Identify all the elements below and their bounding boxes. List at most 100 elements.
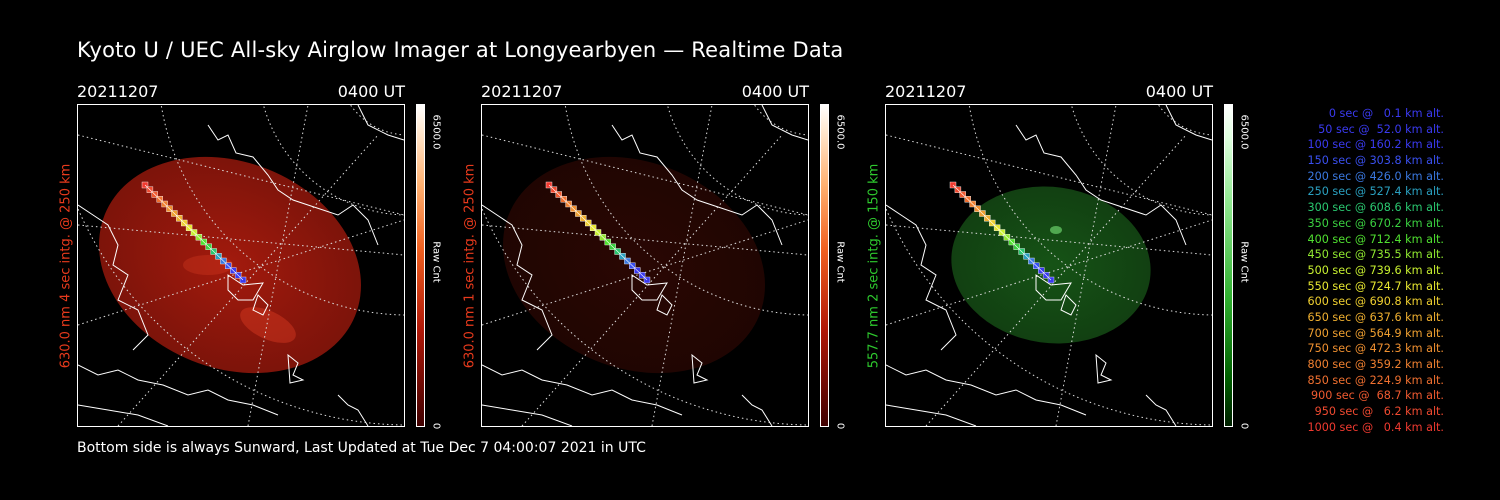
coastline xyxy=(1165,105,1212,141)
track-line xyxy=(952,184,1052,281)
longitude-line xyxy=(651,105,713,426)
island-outline xyxy=(1060,294,1077,316)
allsky-image xyxy=(77,104,405,427)
panel-1-wavelength-label: 630.0 nm 4 sec intg. @ 250 km xyxy=(56,102,76,430)
colorbar-max-label: 6500.0 xyxy=(1238,114,1250,150)
colorbar xyxy=(416,104,425,427)
longitude-line xyxy=(117,134,379,426)
airglow-patch xyxy=(1050,226,1062,234)
island-outline xyxy=(691,353,709,384)
coastline xyxy=(741,394,773,426)
island-outline xyxy=(1035,274,1072,301)
legend-row: 650 sec @ 637.6 km alt. xyxy=(1303,310,1444,324)
legend-row: 950 sec @ 6.2 km alt. xyxy=(1311,405,1444,419)
panel-3-wavelength-label: 557.7 nm 2 sec intg. @ 150 km xyxy=(864,102,884,430)
legend-row: 600 sec @ 690.8 km alt. xyxy=(1303,295,1444,309)
colorbar xyxy=(1224,104,1233,427)
legend-row: 0 sec @ 0.1 km alt. xyxy=(1318,107,1444,120)
longitude-line xyxy=(886,134,1212,216)
legend-row: 800 sec @ 359.2 km alt. xyxy=(1303,358,1444,371)
legend-row: 750 sec @ 472.3 km alt. xyxy=(1303,342,1444,356)
panel-time: 0400 UT xyxy=(337,82,405,101)
coastline xyxy=(1145,394,1177,426)
panel-time: 0400 UT xyxy=(741,82,809,101)
allsky-map xyxy=(482,105,808,426)
legend-row: 500 sec @ 739.6 km alt. xyxy=(1303,263,1444,277)
legend-row: 400 sec @ 712.4 km alt. xyxy=(1303,232,1444,246)
coastline xyxy=(886,404,977,426)
track-line xyxy=(548,184,648,281)
legend-row: 350 sec @ 670.2 km alt. xyxy=(1303,216,1444,230)
legend-row: 200 sec @ 426.0 km alt. xyxy=(1303,169,1444,183)
colorbar xyxy=(820,104,829,427)
airglow-patch xyxy=(240,307,296,343)
longitude-line xyxy=(482,134,808,216)
legend-row: 850 sec @ 224.9 km alt. xyxy=(1303,373,1444,387)
island-outline xyxy=(252,294,269,316)
coastline xyxy=(1015,124,1187,246)
coastline xyxy=(482,364,683,416)
island-outline xyxy=(631,274,668,301)
sky-image xyxy=(503,156,765,374)
colorbar-max-label: 6500.0 xyxy=(430,114,442,150)
longitude-line xyxy=(521,134,783,426)
panel-time: 0400 UT xyxy=(1145,82,1213,101)
coastline xyxy=(482,404,573,426)
coastline xyxy=(78,204,149,351)
island-outline xyxy=(287,353,305,384)
image-panel-2: 20211207 0400 UT xyxy=(481,82,809,432)
coastline xyxy=(761,105,808,141)
latitude-circle xyxy=(349,105,404,136)
legend-row: 300 sec @ 608.6 km alt. xyxy=(1303,201,1444,215)
coastline xyxy=(482,204,553,351)
island-outline xyxy=(1095,353,1113,384)
ylabel-text: 630.0 nm 1 sec intg. @ 250 km xyxy=(462,163,478,369)
track-line xyxy=(144,184,244,281)
colorbar-unit-label: Raw Cnt xyxy=(430,241,442,283)
longitude-line xyxy=(78,134,404,216)
allsky-image xyxy=(481,104,809,427)
colorbar-min-label: 0 xyxy=(1238,422,1250,430)
longitude-line xyxy=(78,224,404,256)
panel-date: 20211207 xyxy=(481,82,563,101)
coastline xyxy=(207,124,379,246)
longitude-line xyxy=(482,224,808,256)
legend-row: 700 sec @ 564.9 km alt. xyxy=(1303,326,1444,340)
legend-row: 100 sec @ 160.2 km alt. xyxy=(1303,138,1444,152)
legend-row: 450 sec @ 735.5 km alt. xyxy=(1303,248,1444,262)
longitude-line xyxy=(1055,105,1117,426)
coastline xyxy=(886,204,957,351)
coastline xyxy=(78,364,279,416)
allsky-map xyxy=(886,105,1212,426)
colorbar-max-label: 6500.0 xyxy=(834,114,846,150)
legend-row: 150 sec @ 303.8 km alt. xyxy=(1303,154,1444,168)
colorbar-unit-label: Raw Cnt xyxy=(1238,241,1250,283)
island-outline xyxy=(656,294,673,316)
image-panel-1: 20211207 0400 UT xyxy=(77,82,405,432)
allsky-image xyxy=(885,104,1213,427)
footer-status: Bottom side is always Sunward, Last Upda… xyxy=(77,440,646,456)
longitude-line xyxy=(925,134,1187,426)
colorbar-unit-label: Raw Cnt xyxy=(834,241,846,283)
coastline xyxy=(337,394,369,426)
sky-image xyxy=(951,186,1151,344)
ylabel-text: 630.0 nm 4 sec intg. @ 250 km xyxy=(58,163,74,369)
island-outline xyxy=(227,274,264,301)
coastline xyxy=(357,105,404,141)
coastline xyxy=(78,404,169,426)
panel-date: 20211207 xyxy=(77,82,159,101)
legend-row: 550 sec @ 724.7 km alt. xyxy=(1303,279,1444,293)
image-panel-3: 20211207 0400 UT xyxy=(885,82,1213,432)
page-title: Kyoto U / UEC All-sky Airglow Imager at … xyxy=(77,38,844,62)
longitude-line xyxy=(886,224,1212,256)
latitude-circle xyxy=(753,105,808,136)
panel-date: 20211207 xyxy=(885,82,967,101)
allsky-map xyxy=(78,105,404,426)
coastline xyxy=(611,124,783,246)
ylabel-text: 557.7 nm 2 sec intg. @ 150 km xyxy=(866,163,882,369)
legend-row: 250 sec @ 527.4 km alt. xyxy=(1303,185,1444,199)
trajectory-legend: 0 sec @ 0.1 km alt. 50 sec @ 52.0 km alt… xyxy=(1262,106,1444,435)
sky-image xyxy=(99,156,361,374)
coastline xyxy=(886,364,1087,416)
latitude-circle xyxy=(1157,105,1212,136)
